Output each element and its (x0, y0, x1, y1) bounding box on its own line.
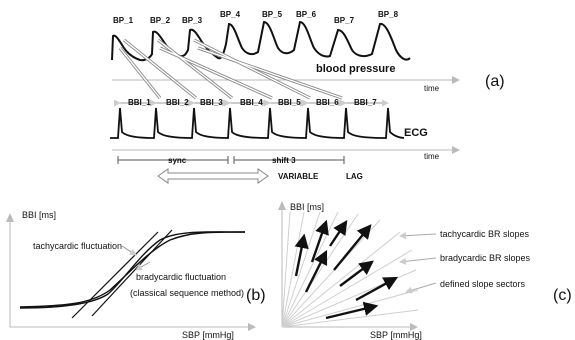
slope-arrow-1 (294, 233, 309, 277)
ecg-label: ECG (404, 127, 428, 139)
tachy-pointer (121, 245, 137, 256)
brady-fluctuation-label: bradycardic fluctuation (136, 272, 226, 282)
panel-b-label: (b) (246, 287, 266, 304)
panel-c-label: (c) (553, 287, 572, 304)
time-axis-bottom-arrowhead (452, 146, 460, 154)
panel-b-ylabel: BBI [ms] (22, 210, 56, 220)
br-slope-arrows (294, 219, 399, 320)
tachy-fluctuation-label: tachycardic fluctuation (33, 241, 122, 251)
bbi-label-7: BBI_7 (354, 98, 377, 107)
bbi-label-5: BBI_5 (278, 98, 301, 107)
bp-label-1: BP_1 (113, 16, 134, 25)
time-axis-top-arrowhead (452, 76, 460, 84)
time-label-bottom: time (424, 152, 440, 161)
sync-label: sync (168, 156, 187, 165)
bp-label-4: BP_4 (220, 10, 241, 19)
time-label-top: time (424, 84, 440, 93)
bp-label-8: BP_8 (378, 10, 399, 19)
blood-pressure-waveform (111, 20, 411, 62)
panel-c-xlabel: SBP [mmHg] (370, 330, 422, 340)
bp-label-2: BP_2 (150, 16, 171, 25)
tachycardic-slope-line (71, 231, 159, 319)
bp-label-3: BP_3 (182, 16, 203, 25)
coupling-arrows-inner (119, 39, 343, 99)
slope-arrow-6 (339, 260, 374, 287)
bp-label-5: BP_5 (262, 10, 283, 19)
bradycardic-slope-line (91, 229, 173, 317)
variable-label: VARIABLE (278, 172, 319, 181)
brady-pointer (135, 261, 151, 271)
tachy-slopes-label: tachycardic BR slopes (440, 229, 530, 239)
slope-arrow-3 (329, 220, 348, 247)
bbi-label-4: BBI_4 (240, 98, 263, 107)
panel-a-label: (a) (485, 73, 505, 90)
slope-arrow-7 (355, 276, 399, 302)
slope-sector-rays (281, 211, 419, 328)
bbi-label-1: BBI_1 (128, 98, 151, 107)
panel-c-ylabel: BBI [ms] (290, 202, 324, 212)
bbi-label-3: BBI_3 (200, 98, 223, 107)
panel-a: BP_1 BP_2 BP_3 BP_4 BP_5 BP_6 BP_7 BP_8 … (110, 10, 505, 184)
ecg-waveform (110, 107, 405, 139)
slope-sectors-label: defined slope sectors (440, 279, 526, 289)
panel-c-pointers (399, 232, 437, 294)
blood-pressure-label: blood pressure (316, 63, 395, 75)
shift-label: shift 3 (272, 156, 296, 165)
bbi-label-6: BBI_6 (316, 98, 339, 107)
brady-slopes-label: bradycardic BR slopes (440, 253, 531, 263)
slope-arrow-4 (304, 249, 328, 293)
lag-label: LAG (346, 172, 363, 181)
variable-lag-double-arrow (157, 168, 269, 184)
panel-b: BBI [ms] SBP [mmHg] tachycardic fluctuat… (6, 210, 266, 340)
bp-label-6: BP_6 (296, 10, 317, 19)
bp-label-7: BP_7 (334, 16, 355, 25)
slope-arrow-5 (333, 224, 372, 271)
classical-method-label: (classical sequence method) (130, 288, 244, 298)
bbi-label-2: BBI_2 (166, 98, 189, 107)
slope-arrow-8 (325, 301, 379, 320)
panel-b-xlabel: SBP [mmHg] (182, 330, 234, 340)
panel-c: BBI [ms] SBP [mmHg] (278, 201, 572, 340)
sigmoid-upper-curve (19, 231, 246, 309)
